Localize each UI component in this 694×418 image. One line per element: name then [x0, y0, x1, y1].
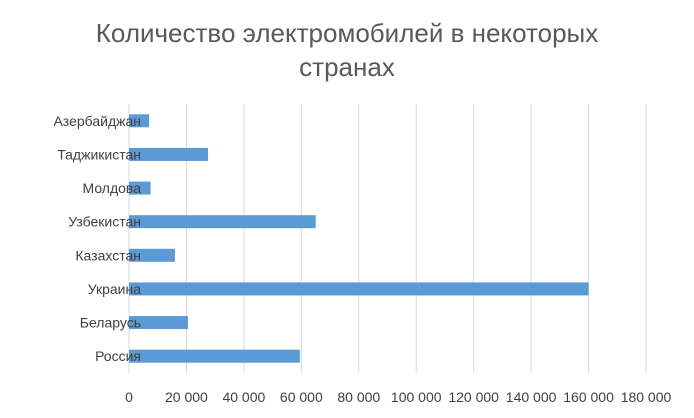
x-tick-label: 20 000: [165, 389, 208, 405]
x-tick-label: 180 000: [621, 389, 672, 405]
category-label: Беларусь: [80, 315, 141, 331]
grid-lines: [128, 104, 647, 373]
bar: [129, 181, 151, 195]
category-label: Казахстан: [75, 247, 141, 263]
x-tick-label: 100 000: [391, 389, 442, 405]
x-tick-labels: 0 20 000 40 000 60 000 80 000 100 000 120 000 1…: [125, 389, 671, 405]
category-label: Молдова: [83, 180, 142, 196]
chart-title-line-1: Количество электромобилей в некоторых: [95, 18, 599, 48]
category-label: Узбекистан: [68, 214, 141, 230]
category-labels: Азербайджан Таджикистан Молдова Узбекистан К…: [53, 113, 141, 364]
x-tick-label: 80 000: [337, 389, 380, 405]
bar: [129, 349, 300, 363]
bar: [129, 114, 150, 128]
category-label: Таджикистан: [57, 146, 141, 162]
bar: [129, 282, 589, 296]
x-tick-label: 120 000: [448, 389, 499, 405]
category-label: Азербайджан: [53, 113, 141, 129]
x-tick-label: 140 000: [506, 389, 557, 405]
x-tick-label: 160 000: [563, 389, 614, 405]
bar: [129, 248, 175, 262]
bars: [129, 114, 589, 363]
bar: [129, 215, 316, 229]
x-tick-label: 60 000: [280, 389, 323, 405]
bar: [129, 316, 188, 330]
category-label: Украина: [88, 281, 142, 297]
x-tick-label: 40 000: [222, 389, 265, 405]
category-label: Россия: [95, 348, 141, 364]
chart-title-line-2: странах: [299, 52, 395, 82]
x-tick-label: 0: [125, 389, 133, 405]
bar: [129, 147, 208, 161]
